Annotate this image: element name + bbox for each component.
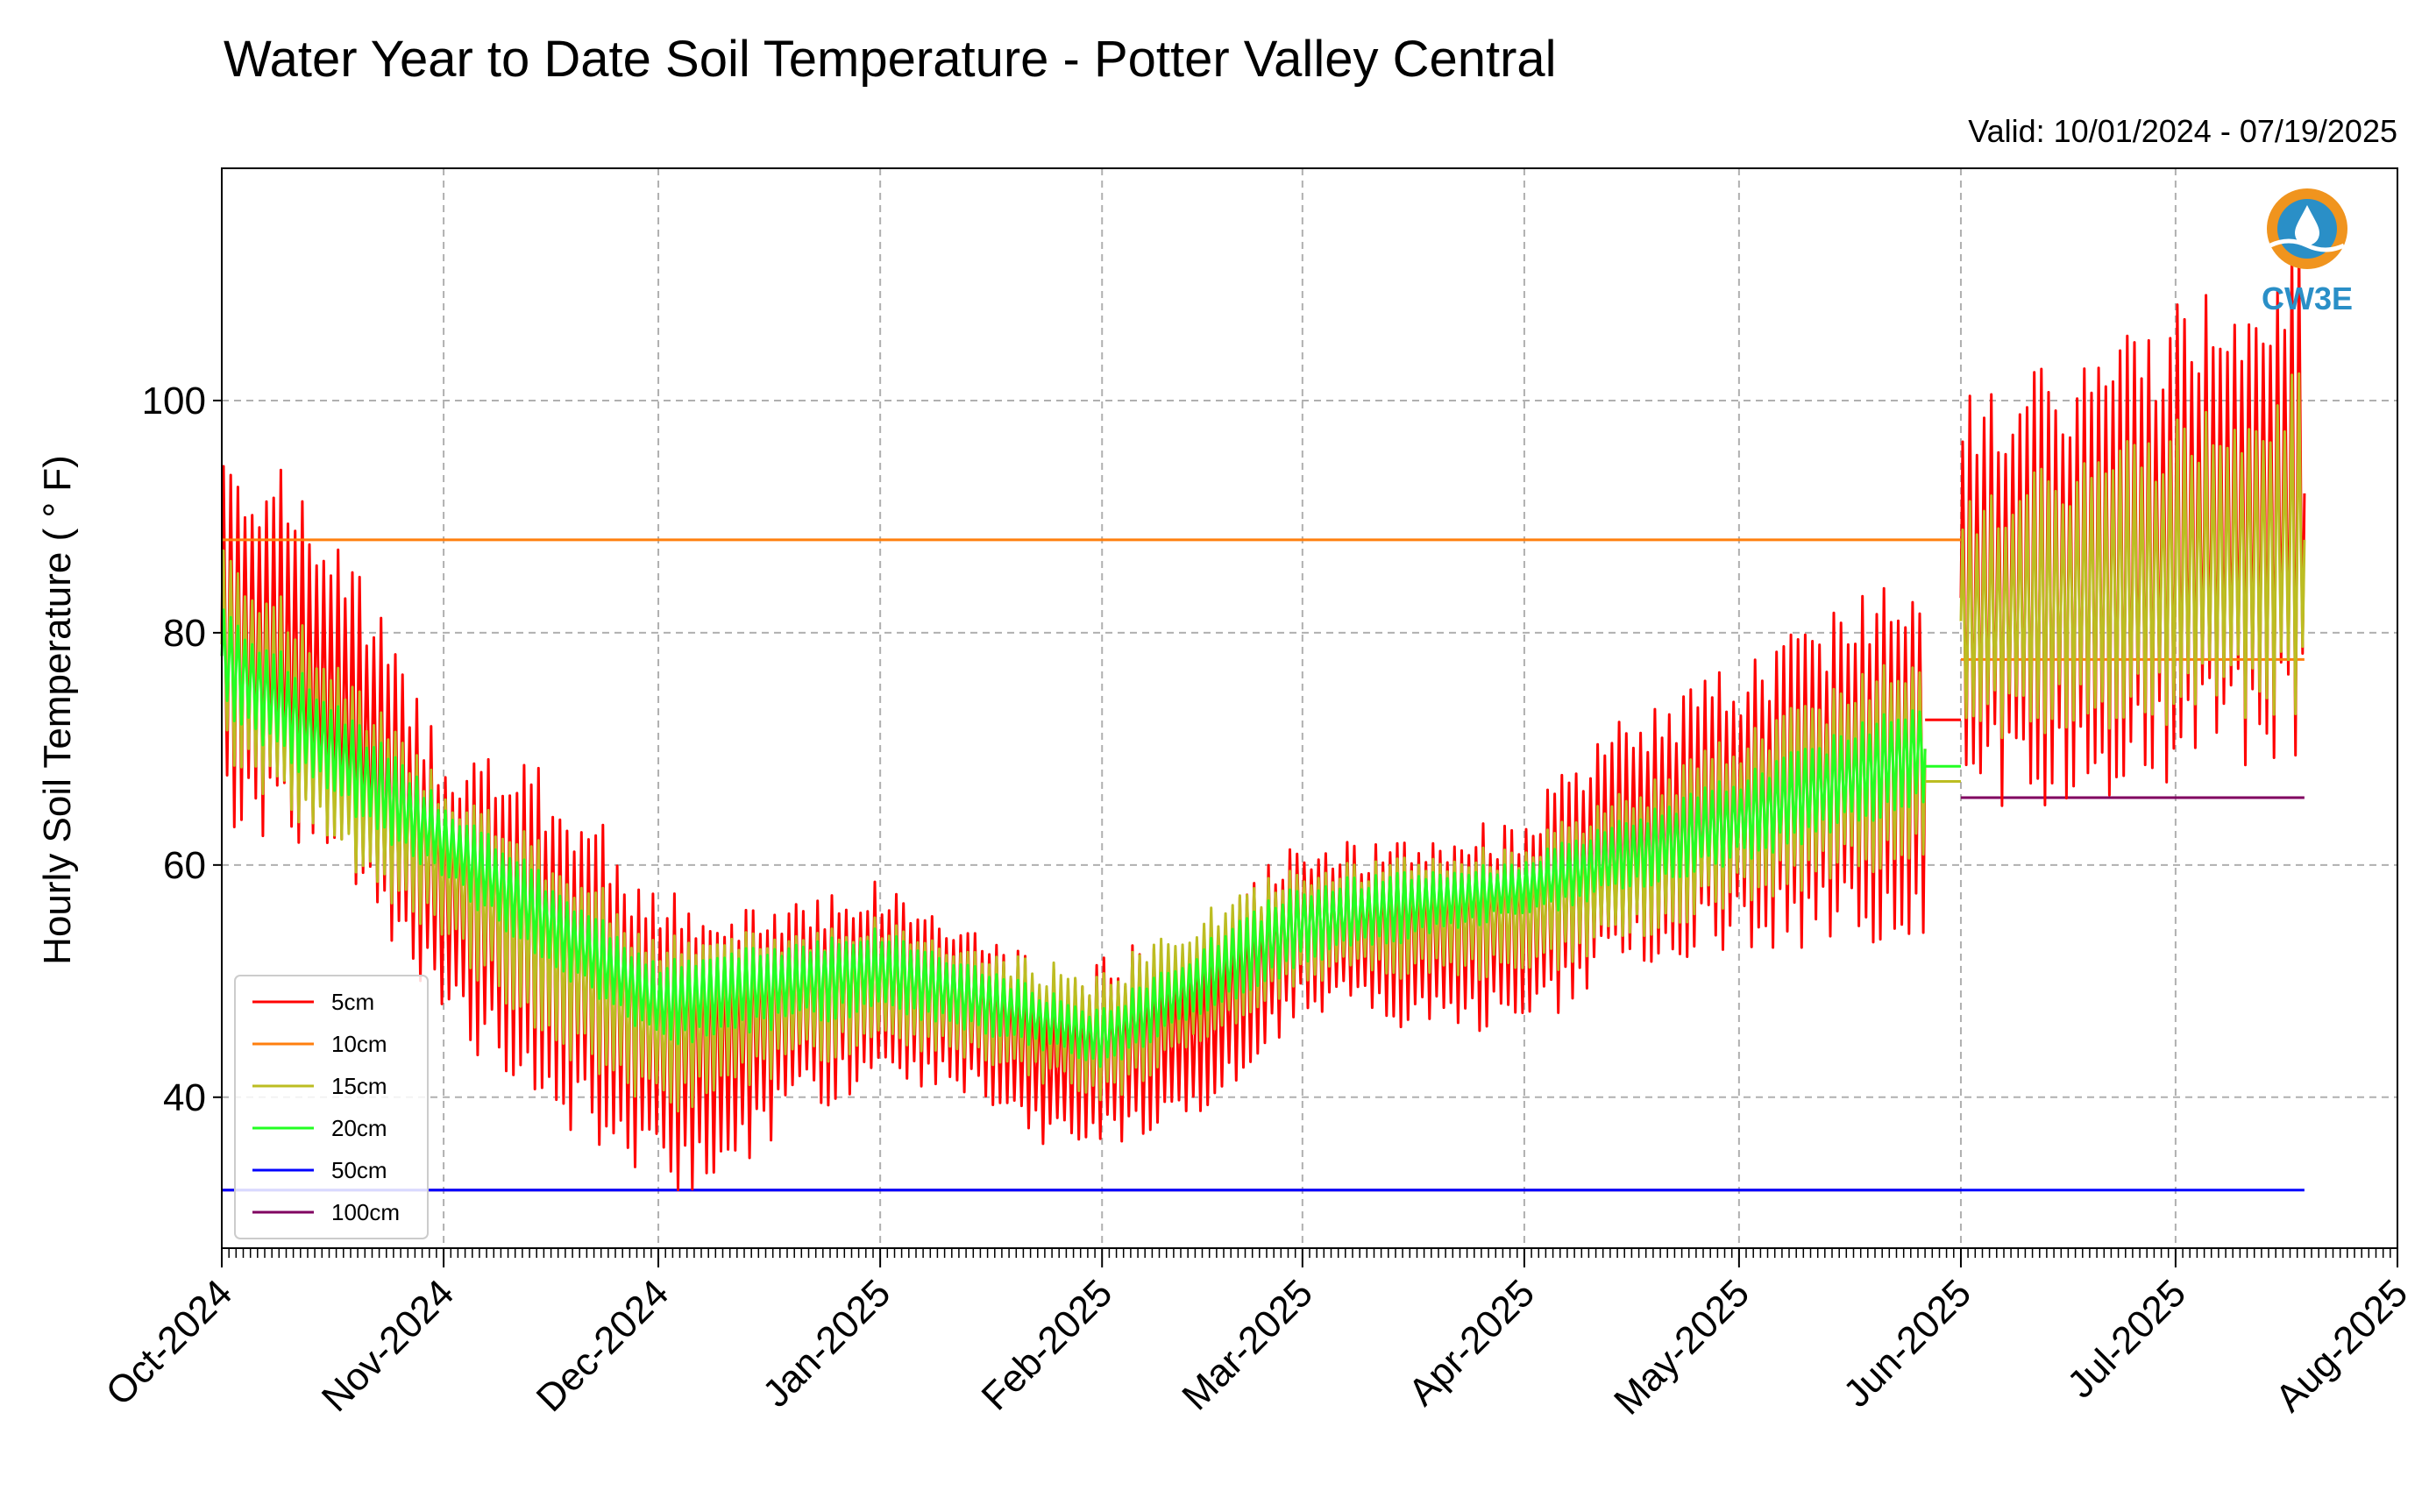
logo-text: CW3E	[2262, 280, 2353, 316]
x-tick-label: Aug-2025	[2268, 1272, 2417, 1421]
x-tick-label: Feb-2025	[974, 1272, 1121, 1419]
logo-wave-icon	[2269, 238, 2346, 252]
x-tick-label: Jul-2025	[2059, 1272, 2194, 1407]
x-minor-ticks	[221, 1248, 2398, 1258]
x-tick-label: Oct-2024	[98, 1272, 241, 1415]
chart-title: Water Year to Date Soil Temperature - Po…	[224, 31, 1557, 88]
series-layer	[220, 242, 2306, 1192]
x-tick-label: Nov-2024	[314, 1272, 463, 1421]
x-tick-label: May-2025	[1606, 1272, 1758, 1423]
legend-label: 100cm	[331, 1199, 400, 1225]
x-tick-label: Apr-2025	[1401, 1272, 1544, 1415]
legend: 5cm 10cm 15cm 20cm 50cm 100cm	[234, 975, 429, 1239]
y-tick-label: 40	[163, 1076, 206, 1119]
plot-frame	[221, 167, 2398, 1249]
logo-drop-icon	[2295, 205, 2319, 245]
x-tick-label: Jun-2025	[1836, 1272, 1979, 1416]
legend-label: 15cm	[331, 1073, 387, 1099]
series-line-20cm	[220, 608, 1927, 1068]
legend-label: 10cm	[331, 1031, 387, 1057]
x-axis: Oct-2024 Nov-2024 Dec-2024 Jan-2025 Feb-2025…	[98, 1248, 2417, 1423]
y-axis-label: Hourly Soil Temperature ( ° F)	[36, 455, 79, 965]
y-tick-label: 60	[163, 844, 206, 887]
chart-subtitle: Valid: 10/01/2024 - 07/19/2025	[1968, 113, 2397, 149]
cw3e-logo: CW3E	[2262, 188, 2353, 316]
legend-label: 50cm	[331, 1157, 387, 1183]
legend-box	[234, 975, 429, 1239]
legend-label: 20cm	[331, 1115, 387, 1141]
series-5cm	[220, 242, 2306, 1191]
x-tick-label: Mar-2025	[1174, 1272, 1321, 1419]
legend-label: 5cm	[331, 989, 374, 1015]
y-tick-label: 80	[163, 612, 206, 655]
x-tick-label: Jan-2025	[755, 1272, 898, 1416]
series-line-5cm	[220, 242, 2306, 1191]
grid-lines	[221, 168, 2398, 1248]
series-20cm	[220, 608, 1961, 1068]
x-tick-label: Dec-2024	[529, 1272, 678, 1421]
y-tick-label: 100	[142, 380, 206, 422]
y-axis: 40 60 80 100	[142, 380, 222, 1119]
